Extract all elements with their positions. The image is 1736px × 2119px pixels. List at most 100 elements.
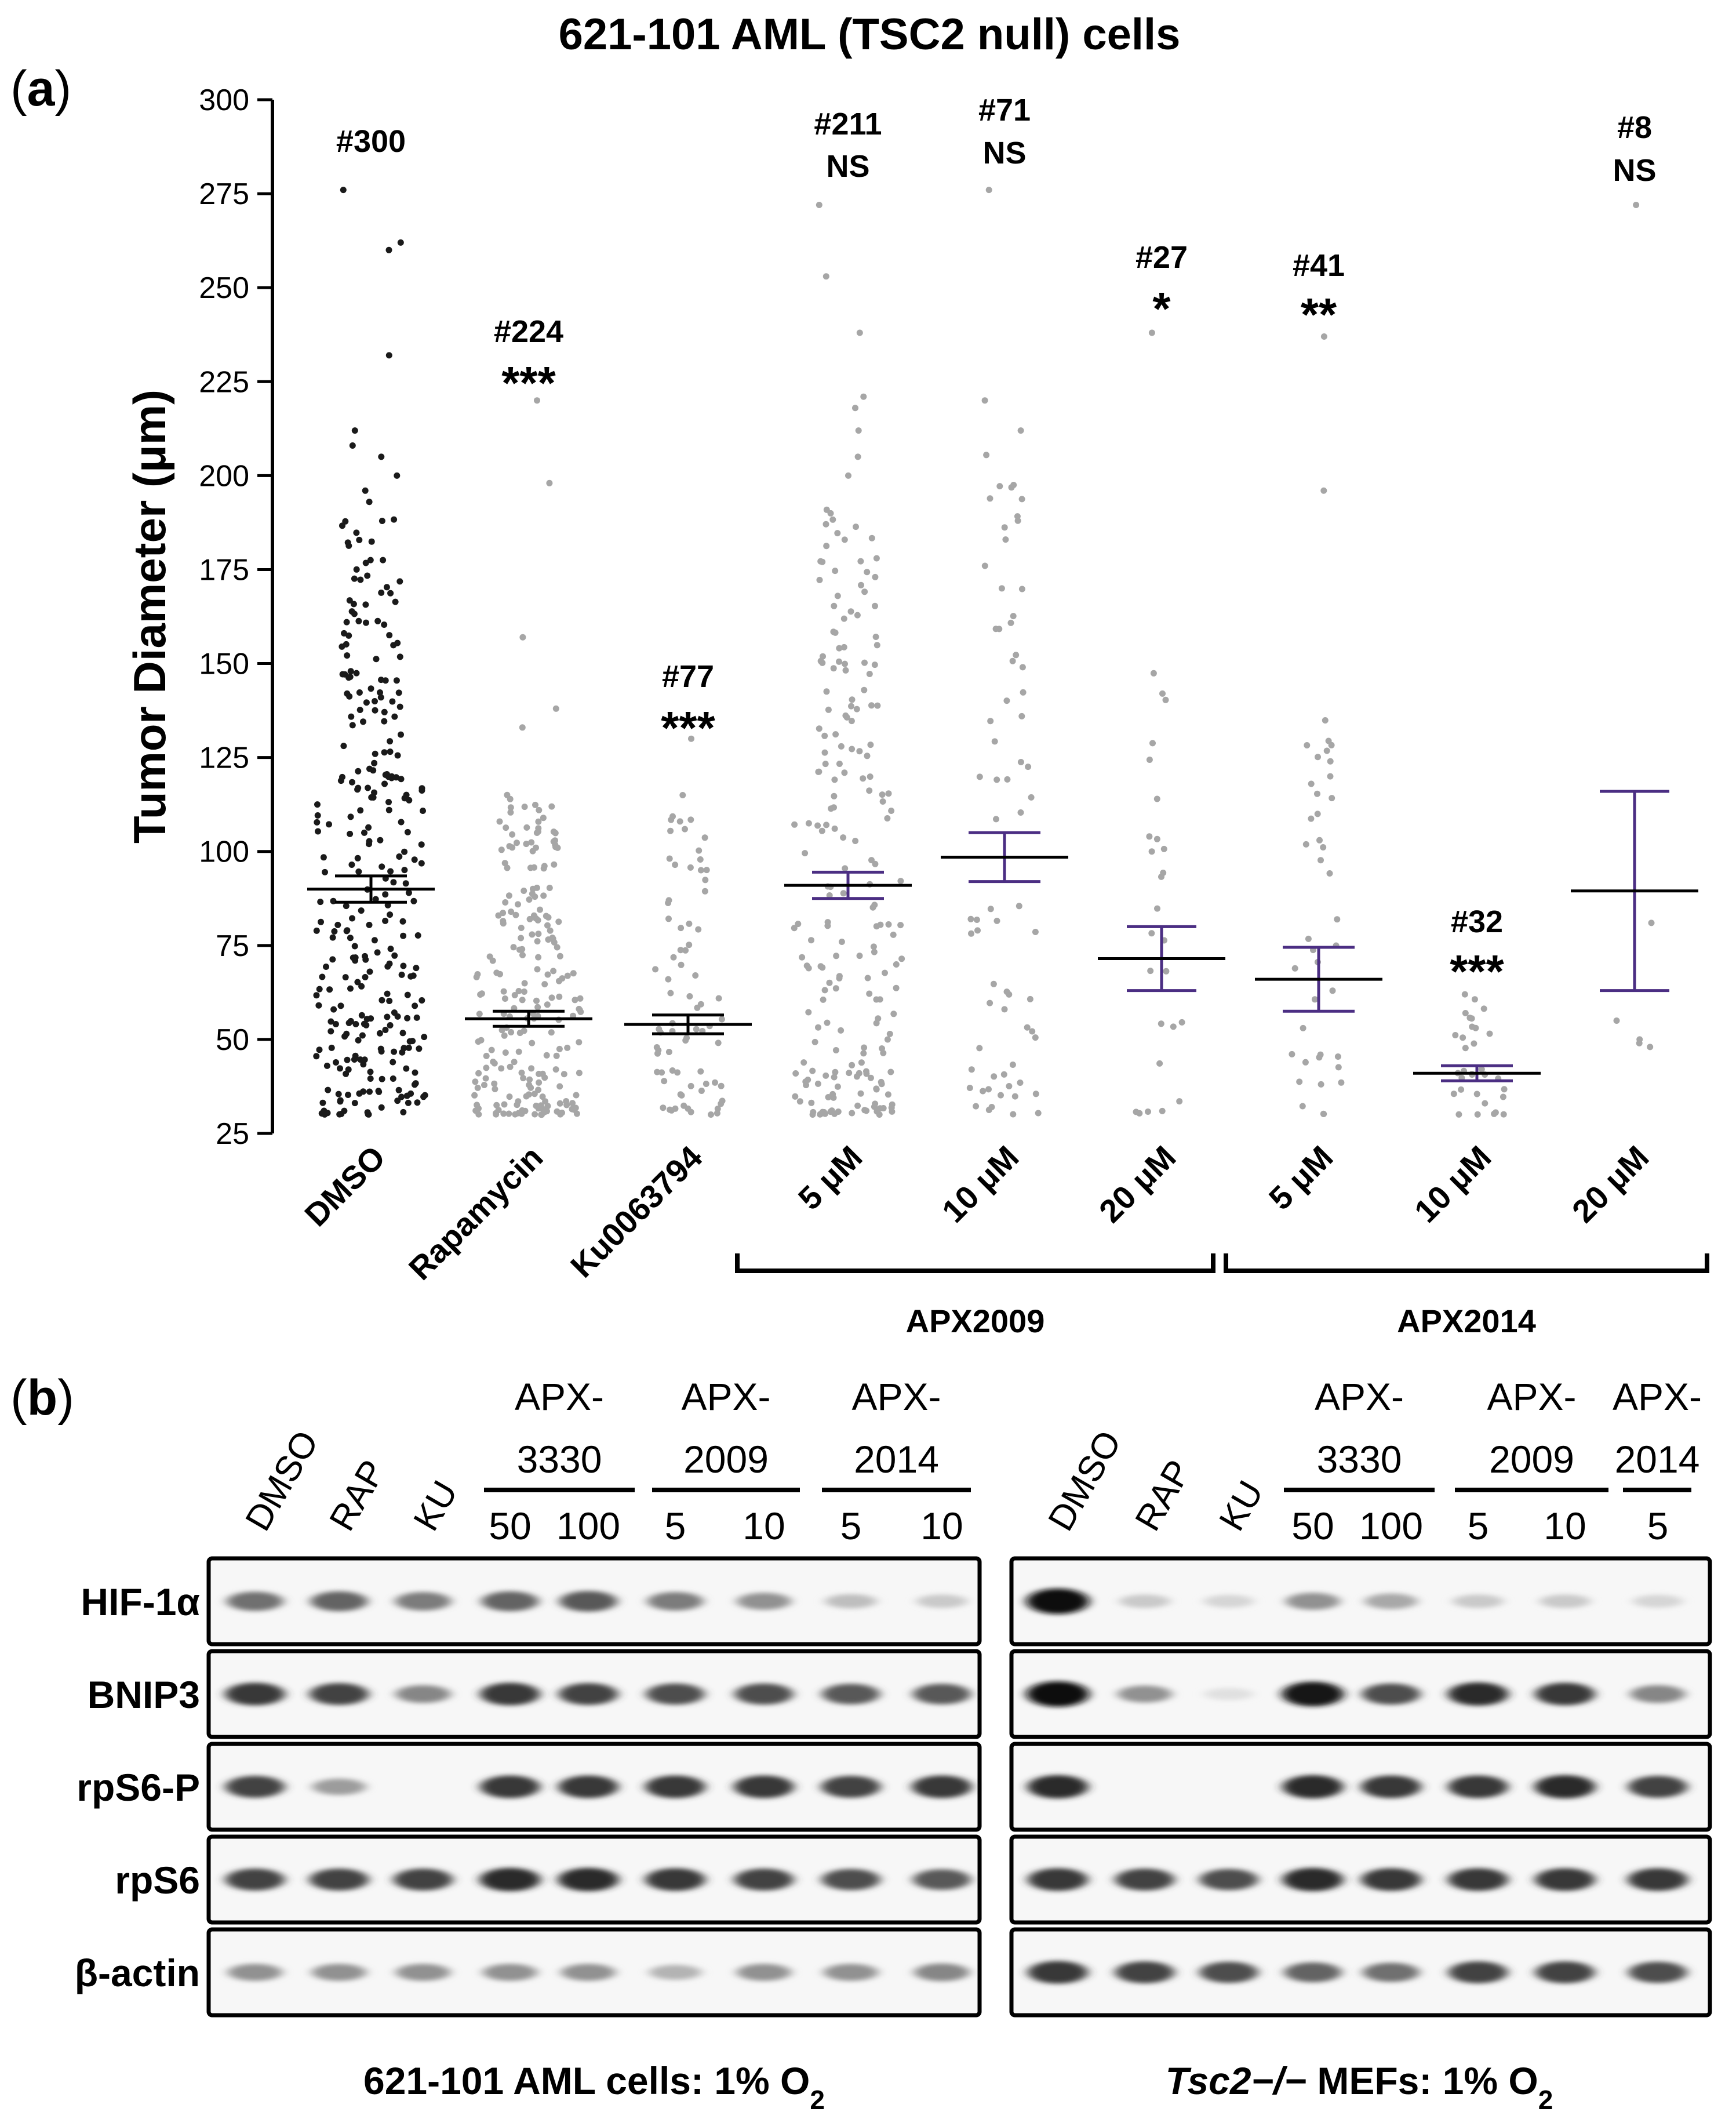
data-point [1148, 930, 1155, 937]
data-point [1460, 1034, 1466, 1041]
data-point [1010, 613, 1017, 620]
data-point [518, 935, 525, 942]
data-point [509, 831, 516, 838]
data-point [519, 724, 526, 731]
lane-label: KU [406, 1474, 465, 1538]
data-point [661, 1078, 668, 1085]
data-point [370, 794, 377, 801]
data-point [832, 985, 839, 992]
data-point [331, 928, 338, 935]
data-point [1304, 742, 1311, 748]
data-point [501, 860, 508, 867]
data-point [378, 589, 385, 596]
data-point [821, 987, 828, 994]
data-point [539, 1093, 546, 1100]
data-point [332, 1021, 339, 1027]
data-point [1299, 1103, 1306, 1110]
data-point [863, 1070, 870, 1077]
data-point [498, 846, 505, 853]
data-point [564, 972, 571, 979]
data-point [497, 971, 503, 977]
data-point [382, 917, 389, 924]
data-point [356, 707, 363, 713]
data-point [1006, 1083, 1013, 1089]
data-point [540, 892, 547, 899]
data-point [697, 856, 704, 863]
y-tick-label: 50 [216, 1023, 249, 1057]
data-point [367, 1068, 374, 1075]
data-point [831, 804, 837, 811]
blot-band [1361, 1868, 1421, 1891]
data-point [823, 506, 830, 513]
data-point [678, 961, 685, 968]
data-point [538, 1111, 545, 1118]
data-point [715, 995, 722, 1002]
data-point [548, 803, 555, 810]
data-point [833, 953, 840, 959]
data-point [533, 915, 540, 922]
blot-band [825, 1594, 877, 1609]
data-point [523, 824, 530, 831]
data-point [1452, 1032, 1459, 1038]
data-point [342, 974, 349, 981]
data-point [805, 1009, 812, 1016]
data-point [1318, 857, 1324, 864]
y-tick-label: 225 [199, 365, 249, 399]
blot-band [227, 1591, 283, 1611]
data-point [802, 850, 809, 857]
data-point [826, 892, 833, 899]
blot-band [1628, 1868, 1688, 1891]
data-point [856, 329, 863, 336]
data-point [478, 1037, 485, 1044]
data-point [563, 1102, 570, 1108]
data-point [1462, 1045, 1469, 1052]
data-point [656, 1026, 663, 1033]
data-point [842, 667, 849, 674]
data-point [366, 1088, 373, 1095]
data-point [502, 1049, 509, 1056]
data-point [1148, 848, 1155, 855]
blot-band [559, 1683, 618, 1705]
data-point [374, 617, 381, 624]
data-point [341, 1107, 348, 1114]
data-point [551, 861, 558, 868]
data-point [864, 753, 871, 759]
blot-band [1199, 1869, 1258, 1891]
data-point [858, 1059, 865, 1066]
data-point [701, 888, 708, 895]
data-point [809, 1067, 816, 1074]
data-point [1027, 995, 1033, 1002]
data-point [515, 1048, 522, 1055]
data-point [362, 956, 369, 963]
group-label-line1: APX- [515, 1375, 604, 1418]
lane-label: KU [1211, 1474, 1271, 1538]
blot-row-label: HIF-1α [81, 1580, 200, 1623]
data-point [832, 1047, 839, 1053]
data-point [816, 576, 823, 583]
lane-label: RAP [322, 1453, 393, 1538]
data-point [872, 634, 879, 640]
data-point [546, 479, 553, 486]
data-point [418, 841, 425, 848]
data-point [345, 1092, 351, 1098]
data-point [1308, 815, 1315, 822]
data-point [856, 953, 863, 959]
data-point [381, 718, 388, 725]
data-point [831, 602, 838, 609]
data-point [404, 991, 411, 998]
data-point [350, 601, 357, 608]
data-point [888, 808, 895, 814]
data-point [534, 938, 541, 945]
data-point [1150, 670, 1157, 677]
data-point [677, 947, 684, 954]
data-point [410, 972, 417, 979]
group-bracket: APX2009 [735, 1253, 1215, 1339]
data-point [791, 925, 798, 932]
x-tick-label: Rapamycin [402, 1139, 550, 1287]
data-point [514, 839, 520, 846]
data-point [1317, 1051, 1324, 1058]
series-7 [1413, 991, 1541, 1118]
data-point [884, 1036, 891, 1043]
data-point [831, 793, 838, 799]
data-point [879, 1045, 885, 1052]
